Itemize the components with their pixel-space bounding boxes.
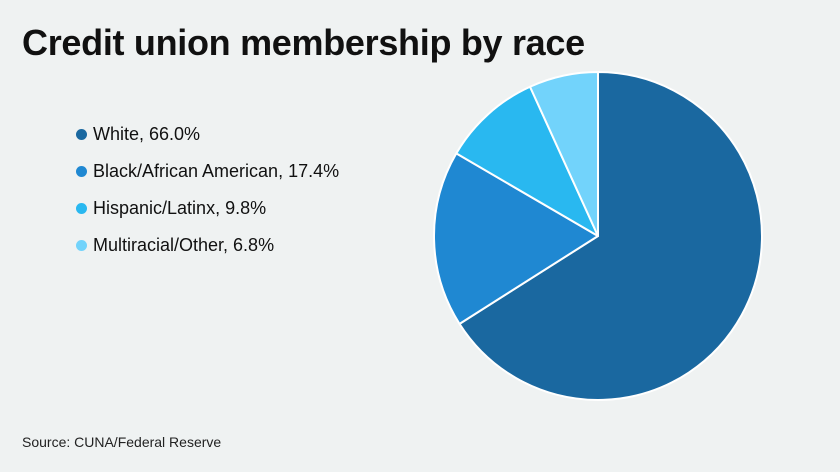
legend-label: Multiracial/Other, 6.8% [93, 235, 275, 255]
legend-item: Hispanic/Latinx, 9.8% [76, 190, 339, 227]
pie-slice [529, 71, 599, 237]
legend-item: Multiracial/Other, 6.8% [76, 227, 339, 264]
legend-item: White, 66.0% [76, 116, 339, 153]
pie-slice [433, 152, 599, 325]
chart-title: Credit union membership by race [22, 22, 585, 63]
legend-swatch [76, 203, 87, 214]
source-note: Source: CUNA/Federal Reserve [22, 434, 222, 450]
legend-label: White, 66.0% [93, 124, 201, 144]
legend-label: Hispanic/Latinx, 9.8% [93, 198, 267, 218]
legend-swatch [76, 240, 87, 251]
legend-label: Black/African American, 17.4% [93, 161, 340, 181]
legend-item: Black/African American, 17.4% [76, 153, 339, 190]
legend: White, 66.0% Black/African American, 17.4… [76, 116, 339, 264]
pie-slice [455, 85, 599, 237]
legend-swatch [76, 166, 87, 177]
pie-slice [458, 71, 763, 401]
legend-swatch [76, 129, 87, 140]
